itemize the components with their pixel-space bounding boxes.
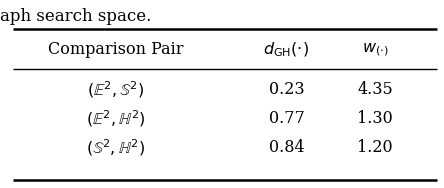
Text: $d_{\mathrm{GH}}(\cdot)$: $d_{\mathrm{GH}}(\cdot)$ bbox=[263, 41, 309, 59]
Text: 0.23: 0.23 bbox=[269, 81, 304, 98]
Text: 1.20: 1.20 bbox=[357, 139, 393, 156]
Text: $(\mathbb{E}^2, \mathbb{H}^2)$: $(\mathbb{E}^2, \mathbb{H}^2)$ bbox=[86, 108, 145, 129]
Text: 4.35: 4.35 bbox=[357, 81, 393, 98]
Text: aph search space.: aph search space. bbox=[0, 8, 151, 25]
Text: Comparison Pair: Comparison Pair bbox=[48, 41, 183, 58]
Text: 0.77: 0.77 bbox=[269, 110, 304, 127]
Text: $(\mathbb{S}^2, \mathbb{H}^2)$: $(\mathbb{S}^2, \mathbb{H}^2)$ bbox=[86, 137, 145, 158]
Text: 1.30: 1.30 bbox=[357, 110, 393, 127]
Text: $(\mathbb{E}^2, \mathbb{S}^2)$: $(\mathbb{E}^2, \mathbb{S}^2)$ bbox=[87, 79, 144, 100]
Text: 0.84: 0.84 bbox=[269, 139, 304, 156]
Text: $w_{(\cdot)}$: $w_{(\cdot)}$ bbox=[362, 41, 388, 58]
